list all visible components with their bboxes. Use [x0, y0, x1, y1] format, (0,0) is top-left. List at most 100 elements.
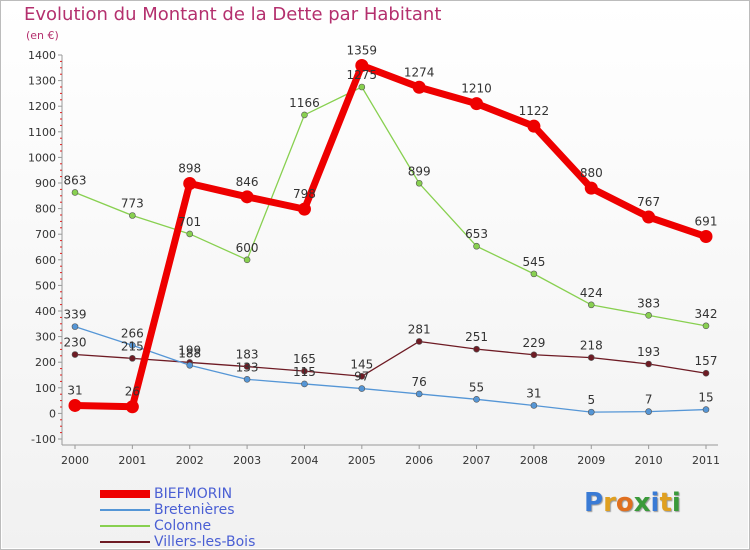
data-label-colonne: 342	[695, 307, 718, 321]
data-label-colonne: 1166	[289, 96, 320, 110]
data-label-biefmorin: 846	[236, 175, 259, 189]
legend-swatch-breteni-res	[100, 509, 150, 511]
data-point-villers-les-bois	[587, 354, 595, 361]
data-point-biefmorin	[470, 97, 484, 111]
series-line-biefmorin	[71, 61, 710, 411]
data-point-biefmorin	[68, 398, 82, 412]
y-tick-label: 1200	[28, 100, 56, 113]
data-point-biefmorin	[125, 400, 139, 414]
data-point-breteni-res	[645, 408, 652, 415]
data-point-colonne	[129, 212, 136, 219]
data-label-villers-les-bois: 193	[637, 345, 660, 359]
data-point-colonne	[702, 322, 710, 330]
x-tick-label: 2011	[692, 454, 720, 467]
y-tick-label: 0	[49, 407, 56, 420]
data-label-biefmorin: 798	[293, 187, 316, 201]
series-line-breteni-res	[74, 325, 707, 413]
x-tick-label: 2002	[176, 454, 204, 467]
x-tick-label: 2008	[520, 454, 548, 467]
legend-label-colonne: Colonne	[154, 518, 212, 534]
data-label-biefmorin: 898	[178, 162, 201, 176]
legend-swatch-villers-les-bois	[100, 541, 150, 543]
data-label-colonne: 653	[465, 227, 488, 241]
legend-swatch-biefmorin	[100, 490, 150, 498]
data-label-breteni-res: 115	[293, 365, 316, 379]
data-label-colonne: 899	[408, 164, 431, 178]
data-point-breteni-res	[301, 380, 308, 388]
data-point-colonne	[645, 312, 652, 319]
data-label-villers-les-bois: 165	[293, 352, 316, 366]
series-line-colonne	[74, 86, 707, 327]
data-label-breteni-res: 188	[178, 346, 201, 360]
y-tick-label: 1300	[28, 75, 56, 88]
x-tick-label: 2003	[233, 454, 261, 467]
data-label-colonne: 1275	[347, 68, 378, 82]
data-point-villers-les-bois	[645, 360, 652, 368]
data-label-colonne: 863	[64, 173, 87, 187]
data-label-biefmorin: 1359	[347, 43, 378, 57]
data-label-villers-les-bois: 218	[580, 339, 603, 353]
y-tick-label: 1400	[28, 49, 56, 62]
legend-label-villers-les-bois: Villers-les-Bois	[154, 534, 256, 550]
legend-label-biefmorin: BIEFMORIN	[154, 486, 233, 502]
logo-letter: x	[633, 488, 651, 518]
x-tick-label: 2010	[635, 454, 663, 467]
x-tick-label: 2000	[61, 454, 89, 467]
x-tick-label: 2001	[118, 454, 146, 467]
data-point-colonne	[358, 83, 366, 91]
data-point-colonne	[186, 230, 194, 238]
data-point-biefmorin	[642, 210, 656, 224]
data-point-colonne	[530, 270, 538, 278]
y-tick-label: 500	[35, 279, 56, 292]
y-tick-label: 600	[35, 254, 56, 267]
data-label-breteni-res: 266	[121, 326, 144, 340]
legend-item-breteni-res: Bretenières	[100, 502, 360, 518]
data-label-villers-les-bois: 183	[236, 348, 259, 362]
data-point-biefmorin	[699, 230, 713, 244]
data-label-biefmorin: 1274	[404, 65, 435, 79]
data-point-villers-les-bois	[473, 345, 480, 353]
data-label-colonne: 701	[178, 215, 201, 229]
legend-item-villers-les-bois: Villers-les-Bois	[100, 534, 360, 550]
y-tick-label: 800	[35, 203, 56, 216]
x-tick-label: 2009	[577, 454, 605, 467]
y-tick-label: 200	[35, 356, 56, 369]
data-point-breteni-res	[129, 342, 136, 349]
data-label-breteni-res: 97	[354, 370, 369, 384]
data-point-villers-les-bois	[415, 338, 423, 345]
data-point-biefmorin	[183, 177, 197, 191]
chart-subtitle: (en €)	[26, 29, 59, 42]
data-point-breteni-res	[530, 402, 538, 409]
data-point-colonne	[587, 301, 595, 309]
data-point-colonne	[243, 256, 251, 264]
x-tick-label: 2005	[348, 454, 376, 467]
data-label-colonne: 383	[637, 296, 660, 310]
data-point-villers-les-bois	[702, 369, 710, 377]
y-tick-label: 1000	[28, 151, 56, 164]
legend-label-breteni-res: Bretenières	[154, 502, 235, 518]
data-point-breteni-res	[358, 385, 366, 392]
y-tick-label: 1100	[28, 126, 56, 139]
data-label-breteni-res: 76	[412, 375, 427, 389]
data-point-villers-les-bois	[301, 367, 308, 375]
data-label-villers-les-bois: 157	[695, 354, 718, 368]
data-label-villers-les-bois: 215	[121, 339, 144, 353]
logo-letter: r	[603, 488, 616, 518]
data-point-villers-les-bois	[71, 351, 79, 358]
data-label-biefmorin: 880	[580, 166, 603, 180]
y-tick-label: -100	[31, 433, 56, 446]
legend-swatch-colonne	[100, 525, 150, 527]
data-label-colonne: 600	[236, 241, 259, 255]
data-point-breteni-res	[587, 408, 595, 416]
data-label-biefmorin: 31	[67, 383, 82, 397]
data-point-colonne	[71, 189, 79, 196]
data-point-colonne	[415, 179, 423, 187]
x-tick-label: 2006	[405, 454, 433, 467]
x-tick-label: 2007	[463, 454, 491, 467]
data-label-breteni-res: 5	[587, 393, 595, 407]
data-label-breteni-res: 15	[698, 391, 713, 405]
legend-item-biefmorin: BIEFMORIN	[100, 486, 360, 502]
legend-item-colonne: Colonne	[100, 518, 360, 534]
data-label-biefmorin: 1122	[519, 104, 550, 118]
